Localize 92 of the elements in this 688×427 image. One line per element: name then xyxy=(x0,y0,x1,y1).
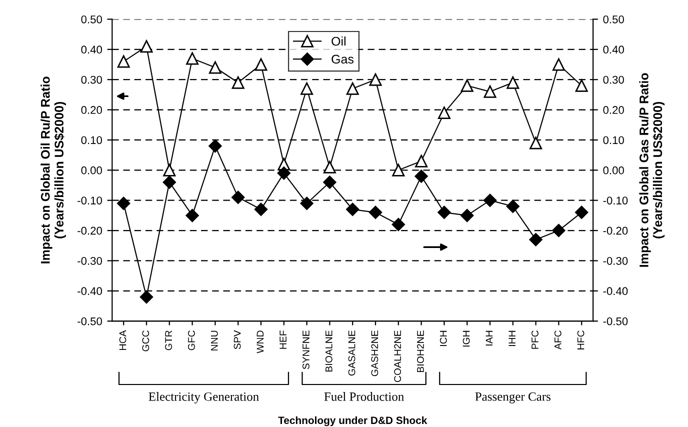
point xyxy=(529,233,542,246)
x-tick-label: GCC xyxy=(142,330,150,352)
point xyxy=(392,218,405,232)
y2-tick-label: -0.50 xyxy=(603,317,628,326)
x-tick-label: GFC xyxy=(188,330,195,350)
point xyxy=(346,202,360,216)
x-tick-label: IHH xyxy=(508,330,516,346)
point xyxy=(186,208,199,222)
y-tick-label: -0.40 xyxy=(78,287,102,296)
point xyxy=(232,190,245,204)
x-tick-label: ICH xyxy=(440,330,447,346)
y2-tick-label: 0.30 xyxy=(603,76,624,84)
y2-tick-label: -0.40 xyxy=(603,287,628,296)
point xyxy=(552,58,565,71)
x-tick-label: HEF xyxy=(280,330,286,349)
point xyxy=(530,136,542,150)
legend-label: Oil xyxy=(332,36,346,46)
point xyxy=(323,160,336,174)
x-tick-label: GASALNE xyxy=(348,330,356,376)
point xyxy=(232,76,244,89)
point xyxy=(368,206,382,220)
x-tick-label: NNU xyxy=(211,330,218,350)
y-tick-label: -0.30 xyxy=(78,256,102,265)
point xyxy=(208,61,222,74)
text: Passenger Cars xyxy=(475,392,550,404)
x-tick-label: AFC xyxy=(554,330,562,350)
point xyxy=(346,82,359,95)
point xyxy=(140,40,153,53)
x-tick-label: HFC xyxy=(577,330,584,350)
y2-tick-label: 0.10 xyxy=(603,136,624,144)
y2-tick-label: 0.20 xyxy=(603,106,624,114)
point xyxy=(163,164,176,176)
point xyxy=(575,206,588,220)
point xyxy=(484,85,496,98)
y-axis-title: Impact on Global Oil Ru/P Ratio (Years/billion US$2000) xyxy=(40,76,66,264)
x-tick-label: GASH2NE xyxy=(371,330,378,376)
x-tick-label: PFC xyxy=(532,330,538,349)
x-tick-label: HCA xyxy=(119,330,126,350)
y-tick-label: -0.50 xyxy=(78,317,102,326)
point xyxy=(506,200,520,213)
y-tick-label: 0.20 xyxy=(81,106,102,114)
point xyxy=(162,176,176,189)
point xyxy=(254,58,268,71)
text: Fuel Production xyxy=(324,392,404,401)
point xyxy=(300,82,314,95)
y2-tick-label: 0.50 xyxy=(603,15,624,24)
point xyxy=(277,166,290,180)
text: Electricity Generation xyxy=(148,392,259,404)
x-tick-label: COALH2NE xyxy=(394,330,402,382)
y-tick-label: 0.40 xyxy=(81,46,102,54)
point xyxy=(254,202,268,216)
point xyxy=(300,196,314,210)
point xyxy=(208,139,222,153)
y2-tick-label: -0.10 xyxy=(603,196,628,204)
y-tick-label: -0.20 xyxy=(78,226,102,235)
x-tick-label: IGH xyxy=(462,330,470,347)
point xyxy=(552,224,566,238)
point xyxy=(414,170,428,183)
point xyxy=(186,52,199,65)
point xyxy=(438,206,451,220)
y-tick-label: 0.30 xyxy=(81,76,102,84)
y-tick-label: 0.50 xyxy=(81,15,102,24)
point xyxy=(483,194,497,207)
y2-tick-label: -0.30 xyxy=(603,256,628,265)
x-axis-title: Technology under D&D Shock xyxy=(278,416,428,426)
y-tick-label: 0.10 xyxy=(81,136,102,144)
x-tick-label: IAH xyxy=(486,330,493,346)
y2-axis-title: Impact on Global Gas Ru/P Ratio (Years/billion US$2000) xyxy=(639,73,665,267)
y2-tick-label: 0.00 xyxy=(603,166,624,174)
point xyxy=(575,79,588,92)
point xyxy=(117,55,130,68)
y-tick-label: -0.10 xyxy=(78,196,102,204)
point xyxy=(117,196,130,210)
point xyxy=(323,176,336,189)
x-tick-label: SYNFNE xyxy=(302,330,310,370)
point xyxy=(460,208,474,222)
y2-tick-label: -0.20 xyxy=(603,226,628,235)
point xyxy=(506,76,520,89)
point xyxy=(140,290,154,304)
x-tick-label: WND xyxy=(256,330,264,354)
x-tick-label: BIOALNE xyxy=(325,330,332,372)
x-tick-label: SPV xyxy=(234,330,241,350)
y-tick-label: 0.00 xyxy=(81,166,102,174)
y2-tick-label: 0.40 xyxy=(603,46,624,54)
x-tick-label: BIOH2NE xyxy=(417,330,424,372)
point xyxy=(415,154,428,168)
x-tick-label: GTR xyxy=(165,330,172,350)
point xyxy=(369,73,382,86)
point xyxy=(438,106,450,120)
legend-label: Gas xyxy=(332,54,354,64)
point xyxy=(392,164,405,176)
point xyxy=(460,79,474,92)
